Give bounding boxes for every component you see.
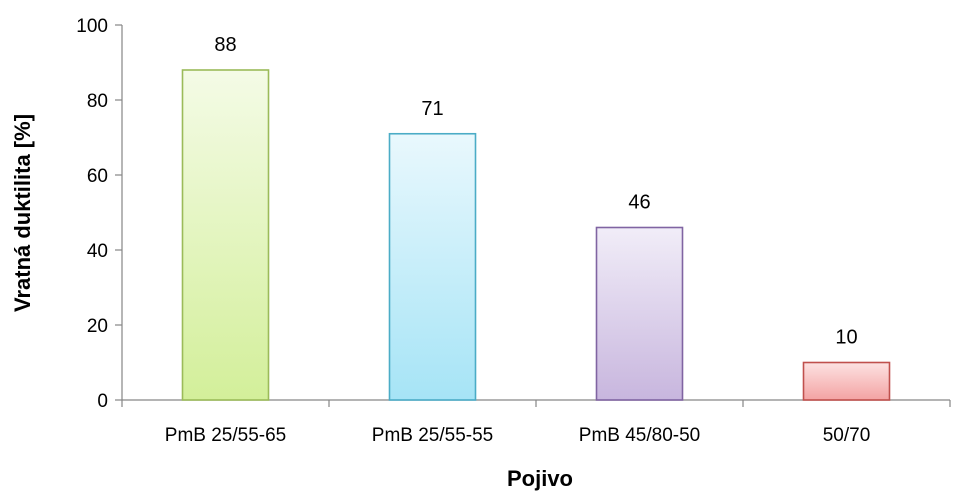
bar-value-label: 88	[214, 34, 236, 56]
bar-value-label: 71	[421, 98, 443, 120]
x-axis: PmB 25/55-65 PmB 25/55-55 PmB 45/80-50 50/7…	[121, 399, 951, 446]
bar-value-label: 10	[835, 327, 857, 349]
y-tick-label: 20	[87, 316, 108, 337]
bar	[802, 361, 891, 401]
y-axis-title: Vratná duktilita [%]	[10, 114, 35, 312]
bars	[181, 69, 891, 401]
y-tick-label: 0	[97, 391, 108, 412]
y-tick-label: 60	[87, 166, 108, 187]
x-category-label: PmB 25/55-55	[372, 425, 493, 446]
x-category-label: 50/70	[823, 425, 871, 446]
y-tick-label: 40	[87, 241, 108, 262]
data-labels: 88 71 46 10	[214, 34, 857, 349]
bar	[595, 226, 684, 401]
x-axis-title: Pojivo	[507, 466, 573, 491]
x-category-label: PmB 45/80-50	[579, 425, 700, 446]
y-axis: 0 20 40 60 80 100	[76, 16, 123, 412]
x-category-label: PmB 25/55-65	[165, 425, 286, 446]
y-tick-label: 80	[87, 91, 108, 112]
bar-value-label: 46	[628, 192, 650, 214]
bar	[181, 69, 270, 401]
y-tick-label: 100	[76, 16, 108, 37]
bar	[388, 132, 477, 401]
